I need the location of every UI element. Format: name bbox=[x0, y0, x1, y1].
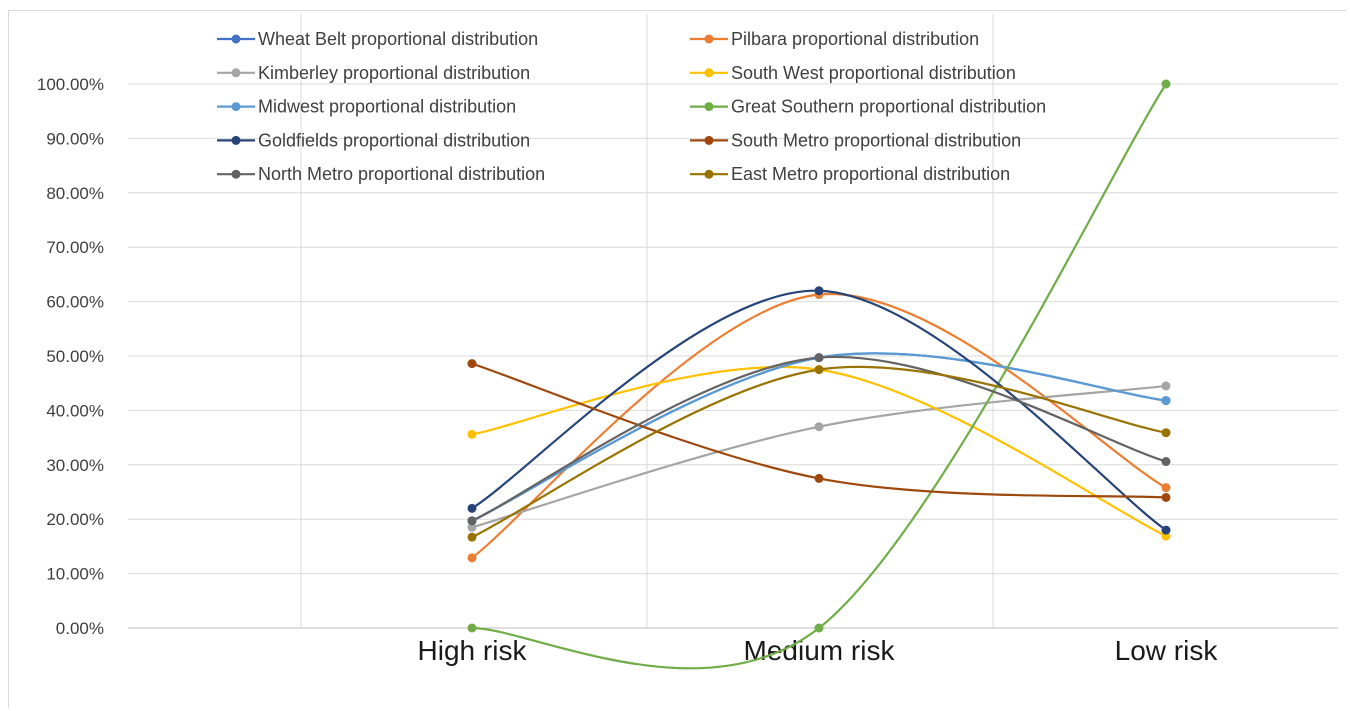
y-tick-label: 70.00% bbox=[46, 238, 104, 257]
legend-entry: Goldfields proportional distribution bbox=[217, 130, 530, 150]
legend-point-marker bbox=[231, 68, 241, 78]
data-point bbox=[1161, 381, 1171, 391]
legend-point-marker bbox=[704, 135, 714, 145]
chart-frame bbox=[8, 10, 1346, 708]
legend-label: North Metro proportional distribution bbox=[258, 164, 545, 184]
x-axis-ticks: High risk Medium risk Low risk bbox=[418, 635, 1219, 666]
series-line bbox=[471, 384, 1167, 529]
legend-entry: Kimberley proportional distribution bbox=[217, 63, 530, 83]
data-point bbox=[1161, 457, 1171, 467]
legend-entry: Wheat Belt proportional distribution bbox=[217, 29, 538, 49]
y-tick-label: 10.00% bbox=[46, 565, 104, 584]
y-tick-label: 100.00% bbox=[37, 75, 104, 94]
series-line bbox=[471, 365, 1167, 539]
legend-entry: South West proportional distribution bbox=[690, 63, 1016, 83]
legend-entry: North Metro proportional distribution bbox=[217, 164, 545, 184]
data-point bbox=[467, 503, 477, 513]
data-point bbox=[1161, 525, 1171, 535]
y-tick-label: 50.00% bbox=[46, 347, 104, 366]
data-point bbox=[814, 353, 824, 363]
x-tick-label: High risk bbox=[418, 635, 528, 666]
legend-label: South Metro proportional distribution bbox=[731, 130, 1021, 150]
legend-label: Midwest proportional distribution bbox=[258, 97, 516, 117]
legend-label: East Metro proportional distribution bbox=[731, 164, 1010, 184]
y-tick-label: 80.00% bbox=[46, 184, 104, 203]
data-point bbox=[467, 623, 477, 633]
data-point bbox=[1161, 396, 1171, 406]
data-point bbox=[467, 359, 477, 369]
legend-label: South West proportional distribution bbox=[731, 63, 1016, 83]
series-line bbox=[471, 83, 1167, 670]
legend: Wheat Belt proportional distribution Pilb… bbox=[217, 29, 1046, 184]
data-point bbox=[467, 532, 477, 542]
legend-entry: Great Southern proportional distribution bbox=[690, 97, 1046, 117]
legend-entry: South Metro proportional distribution bbox=[690, 130, 1021, 150]
legend-entry: Pilbara proportional distribution bbox=[690, 29, 979, 49]
data-point bbox=[467, 516, 477, 526]
legend-entry: East Metro proportional distribution bbox=[690, 164, 1010, 184]
legend-point-marker bbox=[231, 169, 241, 179]
legend-point-marker bbox=[704, 169, 714, 179]
data-point bbox=[814, 286, 824, 296]
data-point bbox=[1161, 428, 1171, 438]
legend-entry: Midwest proportional distribution bbox=[217, 97, 516, 117]
y-tick-label: 30.00% bbox=[46, 456, 104, 475]
y-tick-label: 60.00% bbox=[46, 293, 104, 312]
legend-label: Goldfields proportional distribution bbox=[258, 130, 530, 150]
legend-point-marker bbox=[704, 102, 714, 112]
legend-label: Great Southern proportional distribution bbox=[731, 97, 1046, 117]
data-point bbox=[467, 522, 477, 532]
data-point bbox=[467, 553, 477, 563]
legend-point-marker bbox=[231, 34, 241, 44]
legend-point-marker bbox=[231, 135, 241, 145]
x-tick-label: Medium risk bbox=[744, 635, 896, 666]
series-points bbox=[467, 79, 1171, 633]
data-point bbox=[814, 473, 824, 483]
y-tick-label: 40.00% bbox=[46, 401, 104, 420]
legend-label: Kimberley proportional distribution bbox=[258, 63, 530, 83]
data-point bbox=[1161, 79, 1171, 89]
y-tick-label: 0.00% bbox=[56, 619, 104, 638]
data-point bbox=[814, 623, 824, 633]
legend-point-marker bbox=[704, 34, 714, 44]
series-line bbox=[471, 365, 1167, 538]
x-tick-label: Low risk bbox=[1115, 635, 1219, 666]
y-axis-ticks: 0.00% 10.00% 20.00% 30.00% 40.00% 50.00% 60.00… bbox=[37, 75, 104, 638]
data-point bbox=[814, 365, 824, 375]
legend-label: Pilbara proportional distribution bbox=[731, 29, 979, 49]
data-point bbox=[814, 422, 824, 432]
gridlines bbox=[128, 14, 1338, 629]
legend-point-marker bbox=[704, 68, 714, 78]
data-point bbox=[467, 429, 477, 439]
data-point bbox=[1161, 483, 1171, 493]
legend-label: Wheat Belt proportional distribution bbox=[258, 29, 538, 49]
y-tick-label: 20.00% bbox=[46, 510, 104, 529]
data-point bbox=[1161, 492, 1171, 502]
legend-point-marker bbox=[231, 102, 241, 112]
y-tick-label: 90.00% bbox=[46, 129, 104, 148]
